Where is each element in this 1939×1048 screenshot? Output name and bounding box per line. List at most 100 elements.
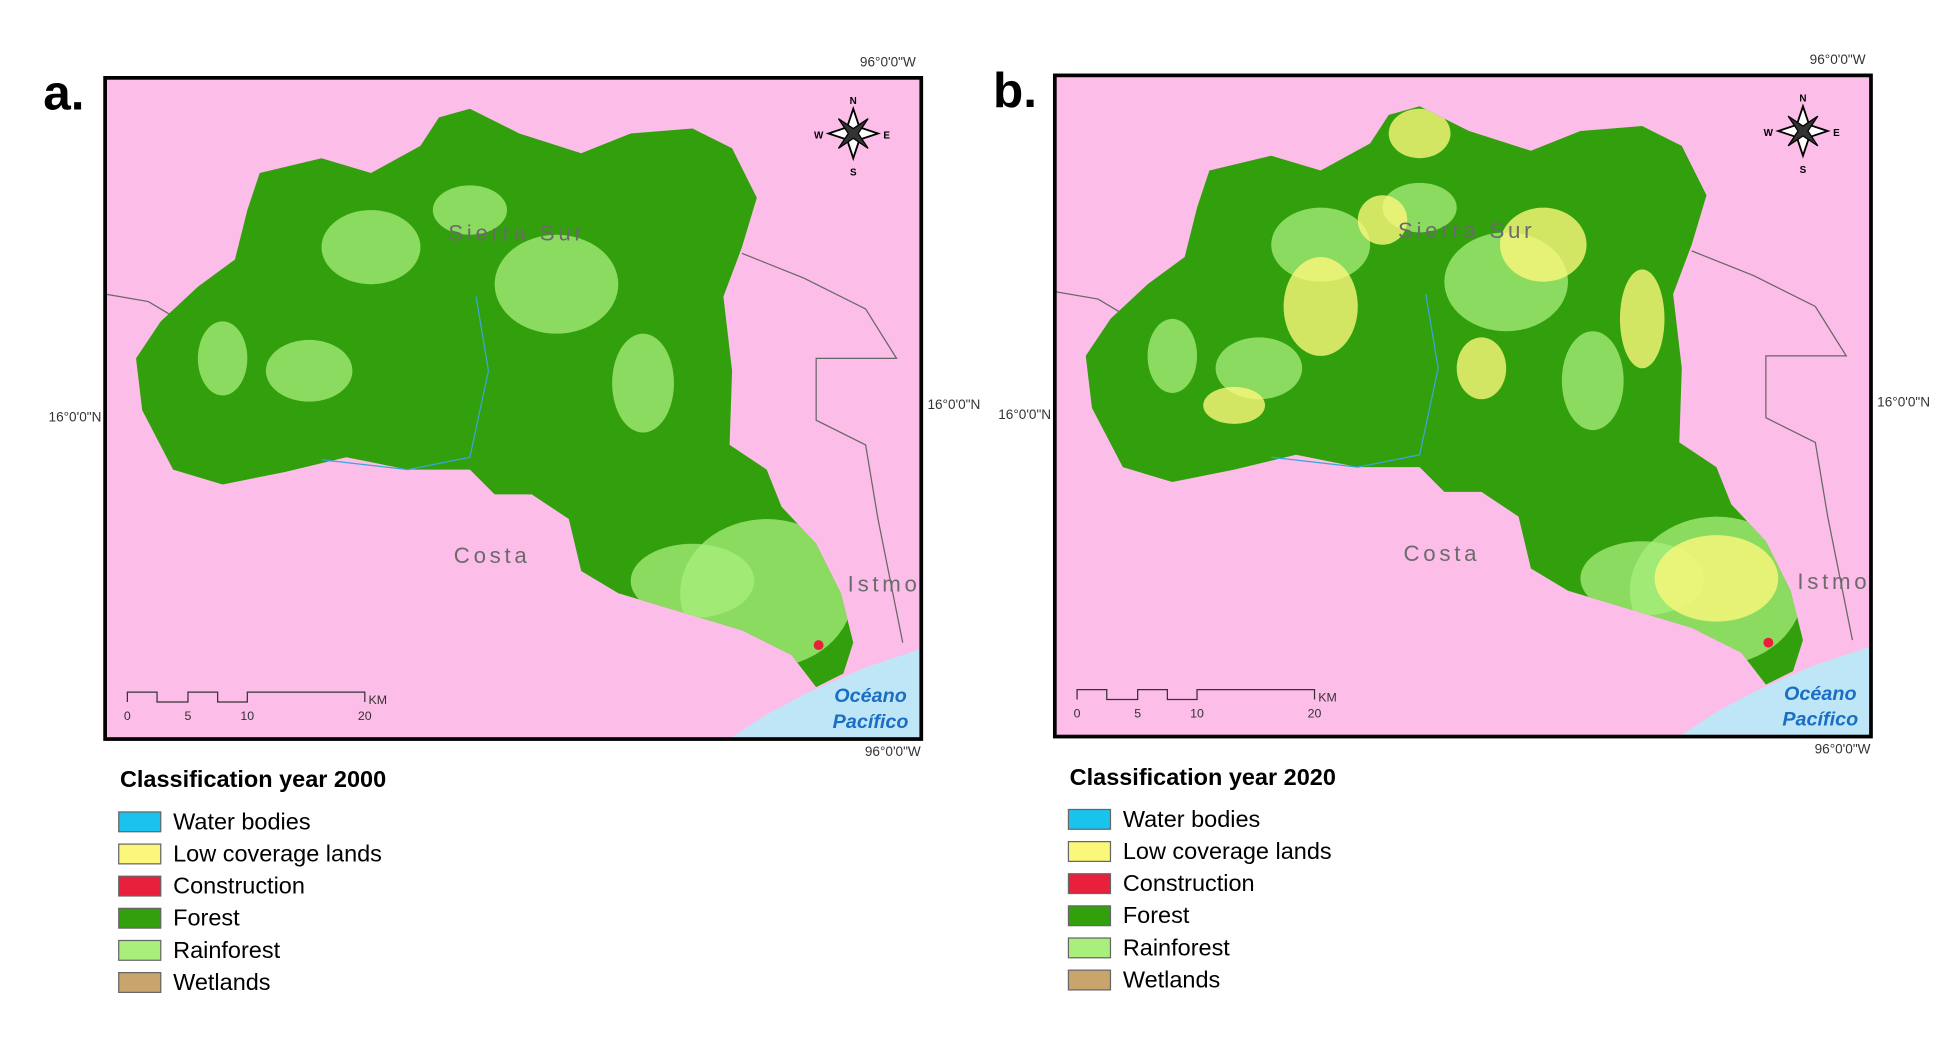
latitude-label: 16°0'0"N	[49, 409, 102, 424]
rainforest-patch	[494, 234, 619, 334]
legend-title: Classification year 2020	[1070, 764, 1336, 790]
scale-label: 20	[358, 709, 372, 723]
scale-label: 10	[240, 709, 254, 723]
compass-letter: S	[1800, 165, 1807, 176]
river	[1271, 294, 1439, 468]
legend-label: Forest	[1123, 902, 1190, 928]
compass-letter: E	[883, 131, 890, 142]
low-coverage-patch	[1283, 257, 1358, 356]
longitude-label: 96°0'0"W	[865, 744, 921, 759]
legend-swatch	[118, 939, 162, 961]
latitude-label: 16°0'0"N	[1877, 394, 1930, 409]
longitude-label: 96°0'0"W	[1810, 52, 1866, 67]
low-coverage-patch	[1203, 386, 1266, 424]
scale-label: 5	[185, 709, 192, 723]
region-texture	[1147, 108, 1803, 665]
legend-swatch	[118, 875, 162, 897]
panel-label: b.	[993, 63, 1037, 118]
legend-label: Rainforest	[1123, 934, 1230, 960]
river	[321, 296, 490, 471]
latitude-label: 16°0'0"N	[998, 407, 1051, 422]
legend-label: Water bodies	[173, 808, 310, 834]
scale-label: 10	[1190, 707, 1204, 721]
ocean	[729, 648, 922, 740]
ocean-name: Pacífico	[1782, 709, 1858, 731]
legend-swatch	[118, 971, 162, 994]
legend-label: Construction	[173, 873, 305, 899]
compass-letter: N	[850, 96, 857, 107]
place-name: Istmo	[848, 572, 921, 597]
legend-title: Classification year 2000	[120, 766, 386, 792]
legend-label: Forest	[173, 905, 240, 931]
legend-swatch	[118, 811, 162, 833]
legend-label: Rainforest	[173, 937, 280, 963]
compass-letter: W	[1764, 128, 1774, 139]
boundary-line	[741, 252, 904, 643]
rainforest-patch	[265, 339, 353, 402]
scale-bar	[126, 691, 366, 703]
place-name: Costa	[454, 543, 531, 568]
legend-swatch	[1067, 840, 1112, 863]
construction-spot	[813, 640, 824, 651]
legend-label: Low coverage lands	[1123, 838, 1332, 864]
legend-swatch	[118, 843, 162, 865]
scale-unit: KM	[1318, 691, 1337, 705]
panel-label: a.	[43, 65, 84, 120]
construction-spot	[1763, 637, 1774, 648]
place-name: Sierra Sur	[1398, 218, 1535, 243]
place-name: Sierra Sur	[448, 221, 585, 246]
rainforest-patch	[1215, 337, 1303, 400]
rainforest-patch	[1561, 331, 1624, 431]
scale-label: 0	[1074, 707, 1081, 721]
low-coverage-patch	[1357, 195, 1408, 245]
rainforest-patch	[612, 333, 674, 433]
place-name: Costa	[1404, 541, 1481, 566]
legend-label: Construction	[1123, 870, 1255, 896]
low-coverage-patch	[1619, 269, 1665, 369]
compass-star	[1787, 115, 1819, 147]
legend-swatch	[1067, 969, 1112, 991]
low-coverage-patch	[1654, 535, 1779, 622]
scale-bar	[1076, 688, 1316, 701]
rainforest-patch	[1271, 207, 1371, 282]
legend-swatch	[1067, 937, 1112, 959]
region-forest	[1085, 106, 1803, 685]
scale-label: 0	[124, 709, 131, 723]
rainforest-patch	[197, 321, 248, 396]
map-frame	[103, 76, 924, 741]
longitude-label: 96°0'0"W	[1815, 742, 1871, 757]
latitude-label: 16°0'0"N	[927, 397, 980, 412]
compass-star	[837, 118, 869, 149]
ocean-name: Océano	[834, 685, 907, 707]
legend-label: Wetlands	[1123, 966, 1220, 992]
rainforest-patch	[1147, 318, 1198, 393]
longitude-label: 96°0'0"W	[860, 55, 916, 70]
rainforest-patch	[630, 543, 755, 618]
legend-label: Wetlands	[173, 969, 270, 995]
low-coverage-patch	[1388, 108, 1451, 159]
compass-letter: W	[814, 131, 824, 142]
scale-unit: KM	[369, 693, 388, 707]
compass-letter: N	[1799, 93, 1806, 104]
legend-swatch	[1067, 873, 1112, 895]
low-coverage-patch	[1500, 207, 1587, 282]
compass-letter: E	[1833, 128, 1840, 139]
ocean-name: Pacífico	[833, 711, 909, 733]
rainforest-patch	[321, 210, 421, 285]
region-forest	[136, 108, 854, 688]
compass-letter: S	[850, 168, 857, 179]
map-panel: b. 96°0'0"W 96°0'0"W 16°0'0"N 16°0'0"N Sierra…	[993, 52, 1930, 992]
scale-label: 20	[1308, 707, 1322, 721]
ocean-name: Océano	[1784, 683, 1857, 705]
map-panel: a. 96°0'0"W 96°0'0"W 16°0'0"N 16°0'0"N Sierra…	[43, 55, 980, 995]
legend-swatch	[1067, 808, 1112, 830]
boundary-line	[1691, 250, 1854, 641]
legend-swatch	[1067, 905, 1112, 927]
rainforest-patch	[432, 185, 508, 235]
place-name: Istmo	[1797, 569, 1870, 594]
ocean	[1679, 646, 1871, 737]
legend-label: Water bodies	[1123, 806, 1260, 832]
map-frame	[1052, 73, 1873, 739]
scale-label: 5	[1134, 707, 1141, 721]
